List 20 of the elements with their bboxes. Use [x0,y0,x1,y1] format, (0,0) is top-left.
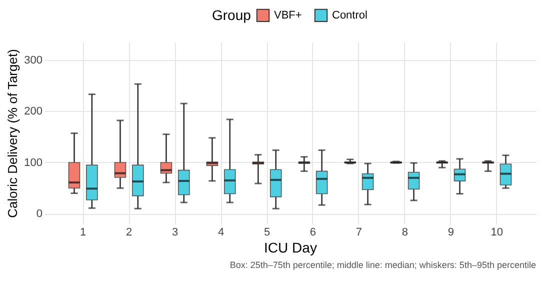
legend-label: VBF+ [274,9,302,22]
x-axis-title: ICU Day [264,240,317,256]
x-tick-label: 1 [80,226,86,238]
x-tick-label: 6 [310,226,316,238]
legend-label: Control [332,9,368,22]
y-axis-title: Caloric Delivery (% of Target) [5,49,20,218]
x-tick-label: 5 [264,226,270,238]
legend-title: Group [212,7,252,23]
x-tick-label: 9 [448,226,454,238]
y-tick-label: 0 [36,208,42,220]
x-tick-label: 3 [172,226,178,238]
x-tick-label: 8 [402,226,408,238]
x-tick-label: 10 [490,226,504,238]
y-tick-label: 300 [24,54,42,66]
x-tick-label: 4 [218,226,224,238]
text: Box: 25th–75th percentile; middle line: median; whiskers: 5th–95th percentile [230,260,536,270]
x-tick-label: 7 [356,226,362,238]
y-tick-label: 200 [24,106,42,118]
x-tick-label: 2 [126,226,132,238]
y-tick-label: 100 [24,156,42,169]
